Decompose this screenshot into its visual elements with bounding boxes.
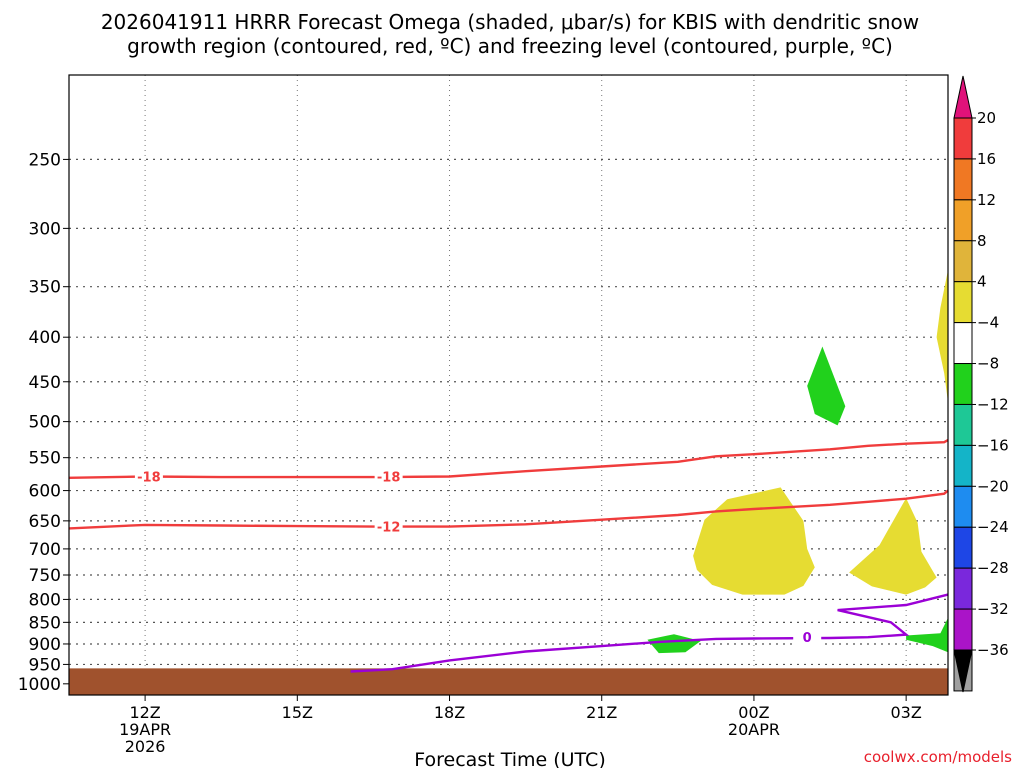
colorbar-tick-label: 8 xyxy=(977,232,987,250)
contour-label: 0 xyxy=(803,631,812,646)
contours: -18 -18 -12 0 xyxy=(68,439,949,673)
y-tick-label: 800 xyxy=(29,590,61,610)
colorbar-swatch xyxy=(953,403,973,446)
y-tick-label: 500 xyxy=(29,413,61,433)
grid xyxy=(69,75,948,695)
omega-shading xyxy=(647,270,948,654)
terrain-fill xyxy=(69,668,948,695)
x-tick-label: 20APR xyxy=(728,720,780,739)
colorbar-swatch xyxy=(953,526,973,569)
colorbar-tick-label: −36 xyxy=(977,641,1009,659)
contour-label: -18 xyxy=(137,470,161,485)
omega-region xyxy=(693,487,815,595)
plot-frame xyxy=(69,75,948,695)
colorbar-tick-label: −8 xyxy=(977,355,999,373)
colorbar-swatch xyxy=(953,363,973,405)
colorbar-tick-label: −32 xyxy=(977,600,1009,618)
colorbar-tick-label: 20 xyxy=(977,109,996,127)
x-tick-label: 00Z xyxy=(738,703,769,722)
y-tick-label: 750 xyxy=(29,566,61,586)
colorbar-swatch xyxy=(953,199,973,242)
colorbar-tick-label: −28 xyxy=(977,559,1009,577)
colorbar-swatch xyxy=(953,117,973,160)
chart-title-line2: growth region (contoured, red, ºC) and f… xyxy=(127,34,893,58)
y-tick-label: 900 xyxy=(29,635,61,655)
omega-region xyxy=(647,634,701,654)
contour-label: -18 xyxy=(377,470,401,485)
omega-region xyxy=(906,617,948,653)
omega-region xyxy=(807,346,846,426)
y-tick-label: 450 xyxy=(29,373,61,393)
colorbar-tick-label: −16 xyxy=(977,436,1009,454)
x-axis-label: Forecast Time (UTC) xyxy=(414,749,605,768)
colorbar-tick-label: −4 xyxy=(977,314,999,332)
contour-label: -12 xyxy=(377,521,401,536)
contour-line xyxy=(68,489,949,530)
x-tick-label: 19APR xyxy=(119,720,171,739)
omega-region xyxy=(936,270,948,403)
contour-line xyxy=(350,593,949,673)
x-tick-label: 18Z xyxy=(434,703,465,722)
colorbar-swatch xyxy=(953,485,973,528)
colorbar-swatch xyxy=(953,158,973,201)
colorbar-swatch xyxy=(953,240,973,283)
credit-link[interactable]: coolwx.com/models xyxy=(864,748,1012,766)
x-tick-label: 21Z xyxy=(586,703,617,722)
colorbar-tick-label: −12 xyxy=(977,395,1009,413)
plot-border xyxy=(68,74,949,696)
y-tick-label: 650 xyxy=(29,512,61,532)
colorbar-swatch xyxy=(953,567,973,610)
y-tick-label: 550 xyxy=(29,449,61,469)
y-tick-label: 950 xyxy=(29,655,61,675)
colorbar-tick-label: −20 xyxy=(977,477,1009,495)
colorbar-swatch xyxy=(953,608,973,651)
y-tick-label: 700 xyxy=(29,540,61,560)
contour-label-bg xyxy=(374,518,403,535)
contour-label-bg xyxy=(374,468,403,485)
x-tick-label: 03Z xyxy=(890,703,921,722)
contour-line xyxy=(68,439,949,479)
omega-region xyxy=(849,498,937,595)
x-tick-label: 2026 xyxy=(125,737,166,756)
credit-text: coolwx.com/models xyxy=(864,748,1012,766)
y-tick-label: 250 xyxy=(29,150,61,170)
contour-label-bg xyxy=(793,629,822,646)
contour-label-bg xyxy=(134,468,163,485)
colorbar-swatch xyxy=(953,322,973,365)
colorbar-tick-label: 16 xyxy=(977,150,996,168)
y-tick-label: 350 xyxy=(29,278,61,298)
chart-title-line1: 2026041911 HRRR Forecast Omega (shaded, … xyxy=(101,10,919,34)
colorbar: 20 16 12 8 4 −4 −8 −12 −16 −20 −24 −28 −32 −36 xyxy=(953,75,1009,693)
colorbar-top-arrow xyxy=(953,75,973,119)
colorbar-bottom-arrow xyxy=(953,649,973,693)
x-tick-label: 15Z xyxy=(282,703,313,722)
x-tick-label: 12Z xyxy=(129,703,160,722)
y-tick-label: 400 xyxy=(29,328,61,348)
y-tick-label: 300 xyxy=(29,219,61,239)
colorbar-tick-label: 4 xyxy=(977,273,987,291)
y-axis-ticks: 2503003504004505005506006507007508008509… xyxy=(18,150,69,695)
y-tick-label: 850 xyxy=(29,613,61,633)
y-tick-label: 600 xyxy=(29,482,61,502)
y-tick-label: 1000 xyxy=(18,675,61,695)
colorbar-tick-label: −24 xyxy=(977,518,1009,536)
colorbar-swatch xyxy=(953,281,973,324)
colorbar-swatch xyxy=(953,444,973,487)
colorbar-tick-label: 12 xyxy=(977,191,996,209)
